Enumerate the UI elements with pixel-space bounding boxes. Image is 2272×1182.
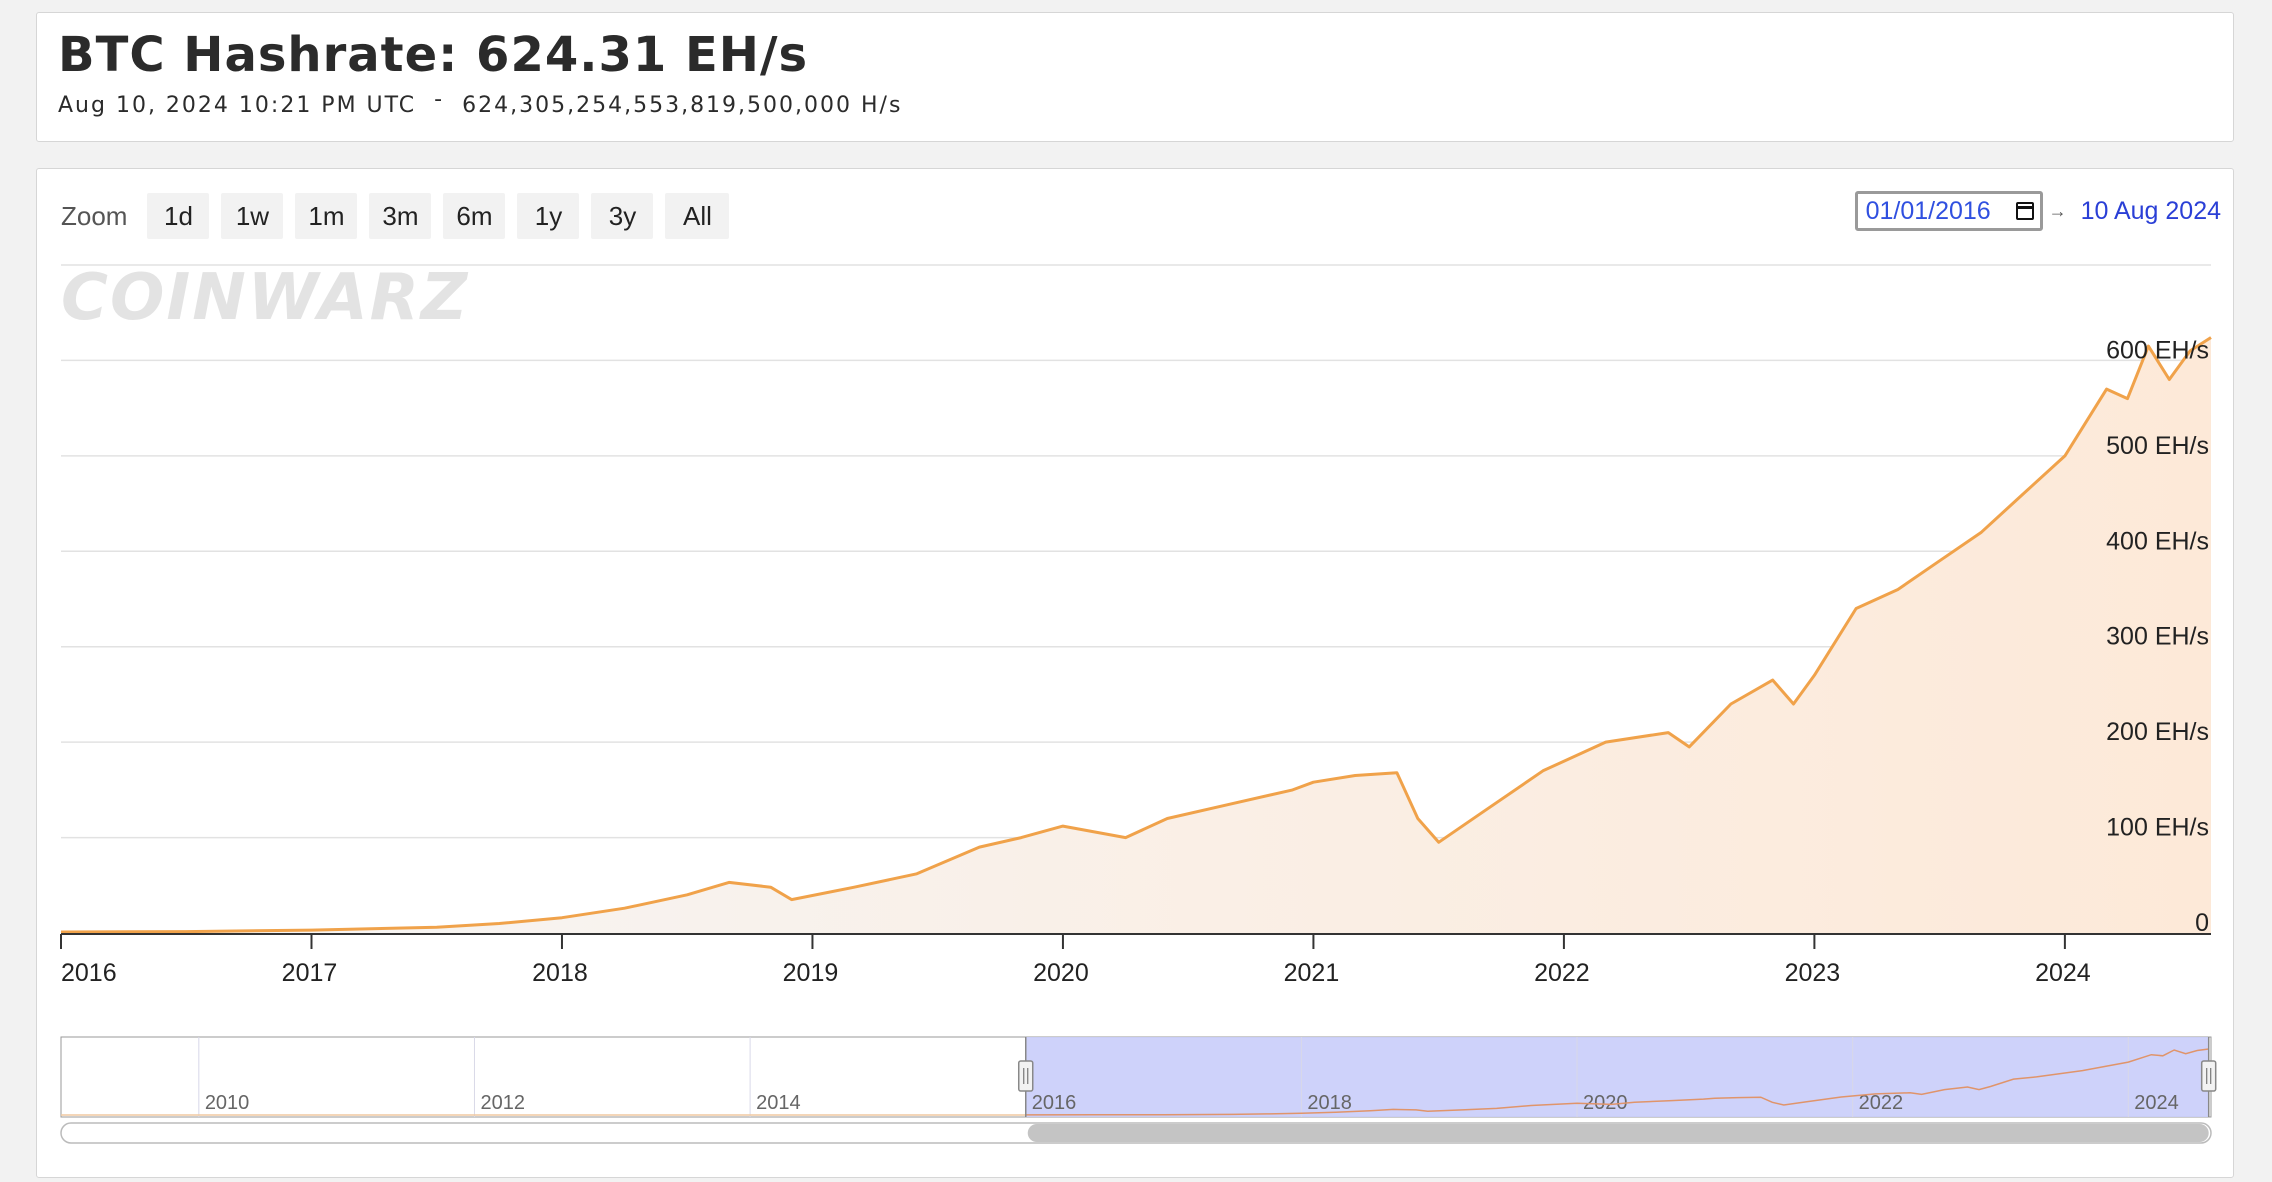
navigator-tick-label: 2018 bbox=[1307, 1092, 1352, 1114]
raw-hashrate: 624,305,254,553,819,500,000 H/s bbox=[462, 93, 903, 118]
x-tick-label: 2022 bbox=[1534, 959, 1590, 987]
navigator-grid: 2010 2012 2014 2016 2018 2020 2022 2024 bbox=[198, 1037, 2179, 1117]
y-axis-labels: 0 100 EH/s 200 EH/s 300 EH/s 400 EH/s 500 EH/… bbox=[2106, 336, 2209, 937]
y-tick-label: 300 EH/s bbox=[2106, 623, 2209, 651]
navigator-tick-label: 2024 bbox=[2134, 1092, 2179, 1114]
zoom-1m-button[interactable]: 1m bbox=[295, 193, 358, 239]
x-tick-label: 2019 bbox=[783, 959, 839, 987]
zoom-label: Zoom bbox=[61, 200, 128, 231]
y-tick-label: 200 EH/s bbox=[2106, 718, 2209, 746]
y-tick-label: 600 EH/s bbox=[2106, 336, 2209, 364]
zoom-1w-button[interactable]: 1w bbox=[221, 193, 284, 239]
x-tick-label: 2018 bbox=[532, 959, 588, 987]
x-tick-label: 2017 bbox=[282, 959, 338, 987]
handle-grip[interactable] bbox=[1017, 1060, 1034, 1092]
hashrate-area bbox=[61, 337, 2211, 933]
range-arrow-icon: → bbox=[2048, 200, 2067, 221]
x-tick-label: 2023 bbox=[1785, 959, 1841, 987]
x-tick-label: 2021 bbox=[1284, 959, 1340, 987]
date-from-value: 01/01/2016 bbox=[1865, 196, 1991, 225]
navigator-right-handle[interactable] bbox=[2200, 1037, 2217, 1117]
navigator-tick-label: 2012 bbox=[480, 1092, 525, 1114]
x-tick-label: 2020 bbox=[1033, 959, 1089, 987]
subtitle-separator: - bbox=[434, 87, 445, 112]
navigator-tick-label: 2022 bbox=[1859, 1092, 1904, 1114]
navigator-tick-label: 2020 bbox=[1583, 1092, 1628, 1114]
navigator-tick-label: 2014 bbox=[756, 1092, 801, 1114]
x-axis-labels: 2016 2017 2018 2019 2020 2021 2022 2023 2024 bbox=[60, 934, 2091, 987]
timestamp: Aug 10, 2024 10:21 PM UTC bbox=[58, 93, 417, 118]
navigator-series bbox=[1025, 1048, 2209, 1116]
y-tick-label: 500 EH/s bbox=[2106, 432, 2209, 460]
zoom-1y-button[interactable]: 1y bbox=[517, 193, 580, 239]
zoom-all-button[interactable]: All bbox=[665, 193, 730, 239]
zoom-3m-button[interactable]: 3m bbox=[369, 193, 432, 239]
date-range: 01/01/2016 → 10 Aug 2024 bbox=[1854, 191, 2221, 231]
zoom-6m-button[interactable]: 6m bbox=[443, 193, 506, 239]
date-to-input[interactable]: 10 Aug 2024 bbox=[2080, 196, 2221, 225]
navigator-left-handle[interactable] bbox=[1017, 1037, 1034, 1117]
y-tick-label: 0 bbox=[2195, 909, 2209, 937]
navigator-tick-label: 2010 bbox=[205, 1092, 250, 1114]
zoom-bar: Zoom 1d 1w 1m 3m 6m 1y 3y All bbox=[61, 193, 730, 239]
subtitle: Aug 10, 2024 10:21 PM UTC -624,305,254,55… bbox=[58, 87, 903, 118]
date-from-input[interactable]: 01/01/2016 bbox=[1854, 191, 2043, 231]
zoom-1d-button[interactable]: 1d bbox=[147, 193, 210, 239]
zoom-3y-button[interactable]: 3y bbox=[591, 193, 654, 239]
header-card: BTC Hashrate: 624.31 EH/s Aug 10, 2024 1… bbox=[36, 12, 2234, 142]
calendar-icon[interactable] bbox=[2015, 202, 2034, 220]
scrollbar-thumb[interactable] bbox=[1027, 1124, 2209, 1142]
y-tick-label: 100 EH/s bbox=[2106, 814, 2209, 842]
hashrate-line bbox=[60, 336, 2212, 934]
x-tick-label: 2016 bbox=[61, 959, 117, 987]
navigator[interactable]: 2010 2012 2014 2016 2018 2020 2022 2024 bbox=[60, 1036, 2217, 1118]
chart-card: Zoom 1d 1w 1m 3m 6m 1y 3y All 01/01/2016… bbox=[36, 168, 2234, 1178]
hashrate-chart[interactable]: COINWARZ 0 100 EH/s 200 EH/s 300 EH/s 400 EH… bbox=[37, 169, 2233, 1177]
x-tick-label: 2024 bbox=[2035, 959, 2091, 987]
page-title: BTC Hashrate: 624.31 EH/s bbox=[58, 27, 809, 83]
y-tick-label: 400 EH/s bbox=[2106, 527, 2209, 555]
coinwarz-watermark: COINWARZ bbox=[61, 261, 469, 335]
handle-grip[interactable] bbox=[2200, 1060, 2217, 1092]
navigator-tick-label: 2016 bbox=[1032, 1092, 1077, 1114]
